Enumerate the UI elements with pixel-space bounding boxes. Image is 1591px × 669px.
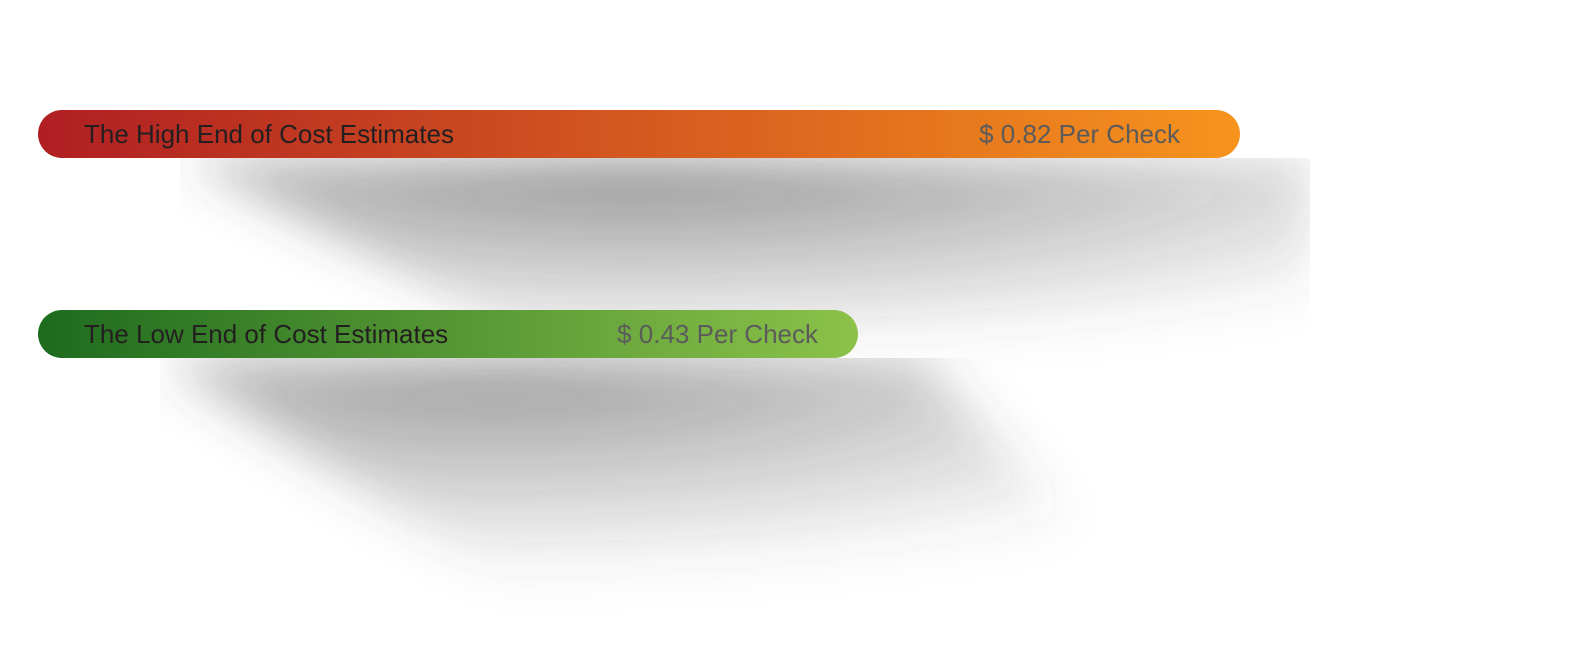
low-bar-shadow [160,358,1140,618]
high-bar-shadow [180,158,1310,398]
chart-stage: The High End of Cost Estimates $ 0.82 Pe… [0,0,1591,669]
low-cost-label: The Low End of Cost Estimates [84,319,448,350]
low-cost-value: $ 0.43 Per Check [617,319,818,350]
high-cost-bar: The High End of Cost Estimates $ 0.82 Pe… [38,110,1240,158]
high-cost-label: The High End of Cost Estimates [84,119,454,150]
low-cost-bar: The Low End of Cost Estimates $ 0.43 Per… [38,310,858,358]
high-cost-value: $ 0.82 Per Check [979,119,1180,150]
